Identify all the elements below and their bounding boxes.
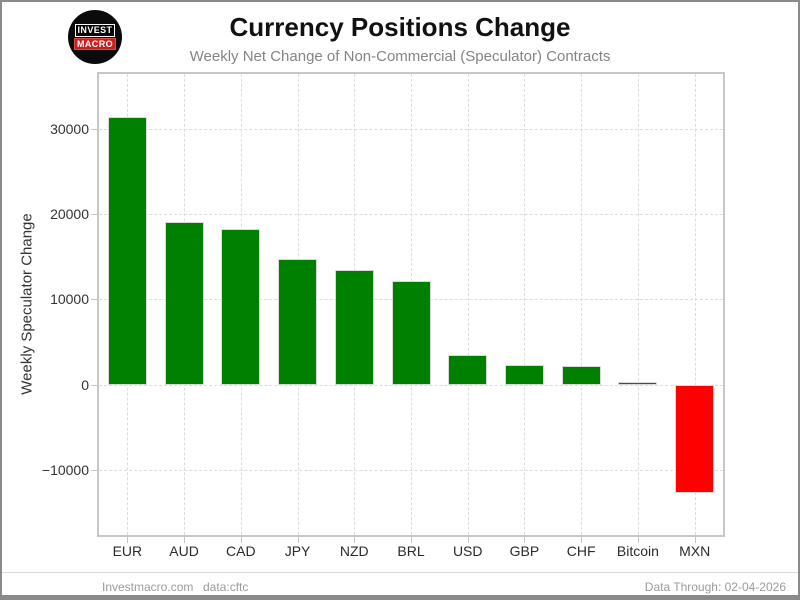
plot-area: [99, 74, 723, 535]
x-tick-label: EUR: [112, 543, 143, 559]
vertical-gridline: [524, 74, 526, 535]
vertical-gridline: [467, 74, 469, 535]
x-tick-label: MXN: [679, 543, 711, 559]
logo-invest-text: INVEST: [74, 23, 116, 37]
horizontal-gridline: [99, 384, 723, 386]
y-tick-label: 10000: [50, 291, 89, 308]
x-tick-mark: [637, 537, 639, 543]
investmacro-logo: INVEST MACRO: [68, 10, 122, 64]
x-tick-mark: [467, 537, 469, 543]
x-tick-label: AUD: [169, 543, 199, 559]
x-tick-label: CHF: [566, 543, 596, 559]
bar: [618, 382, 658, 385]
y-tick-label: 20000: [50, 206, 89, 222]
y-tick-label: 30000: [50, 120, 89, 137]
x-tick-mark: [297, 537, 299, 543]
y-tick-mark: [91, 384, 97, 386]
vertical-gridline: [694, 74, 696, 535]
bar: [334, 270, 374, 385]
horizontal-gridline: [99, 470, 723, 472]
footer-divider: [2, 572, 798, 573]
chart-title: Currency Positions Change: [229, 12, 571, 42]
x-tick-label: CAD: [226, 543, 256, 559]
bar: [561, 365, 601, 385]
y-tick-mark: [91, 214, 97, 215]
y-tick-label: −10000: [41, 462, 89, 479]
x-tick-mark: [240, 537, 242, 543]
footer-data-through: Data Through: 02-04-2026: [644, 580, 786, 594]
x-tick-label: USD: [452, 543, 483, 559]
bar: [221, 229, 261, 385]
bar: [504, 365, 544, 385]
x-tick-mark: [354, 537, 356, 543]
bar: [278, 259, 318, 385]
x-tick-label: JPY: [284, 543, 311, 559]
bar: [675, 384, 715, 494]
x-tick-mark: [184, 537, 186, 543]
x-tick-mark: [524, 537, 526, 543]
bar: [391, 280, 431, 385]
bar: [448, 354, 488, 385]
horizontal-gridline: [99, 214, 723, 215]
x-tick-mark: [127, 537, 129, 543]
horizontal-gridline: [99, 128, 723, 130]
footer-site-link: Investmacro.com: [102, 580, 194, 594]
x-tick-mark: [581, 537, 583, 543]
footer-data-source: data:cftc: [203, 580, 249, 594]
y-tick-mark: [91, 470, 97, 472]
y-tick-mark: [91, 299, 97, 301]
logo-macro-text: MACRO: [74, 37, 116, 51]
x-tick-mark: [411, 537, 412, 543]
vertical-gridline: [637, 74, 639, 535]
bar: [107, 116, 147, 385]
y-tick-label: 0: [81, 376, 89, 393]
x-tick-label: GBP: [509, 543, 540, 559]
vertical-gridline: [581, 74, 583, 535]
x-tick-label: BRL: [397, 543, 425, 559]
y-tick-mark: [91, 128, 97, 130]
x-tick-label: NZD: [339, 543, 369, 559]
x-tick-mark: [694, 537, 696, 543]
x-tick-label: Bitcoin: [616, 543, 659, 559]
bar: [164, 221, 204, 385]
plot-frame: [97, 72, 725, 537]
chart-subtitle: Weekly Net Change of Non-Commercial (Spe…: [189, 48, 611, 65]
